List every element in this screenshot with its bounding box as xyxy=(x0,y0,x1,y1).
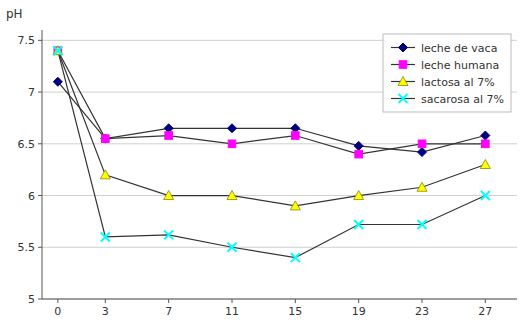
series-marker xyxy=(417,182,427,191)
legend-label: leche de vaca xyxy=(421,42,497,55)
x-tick-label: 15 xyxy=(288,305,302,318)
series-marker xyxy=(100,170,110,179)
y-tick xyxy=(38,299,42,300)
series-marker xyxy=(53,46,62,55)
series-marker xyxy=(228,243,237,252)
x-tick xyxy=(232,299,233,303)
x-tick xyxy=(485,299,486,303)
x-tick xyxy=(105,299,106,303)
legend-marker xyxy=(399,61,407,69)
series-marker xyxy=(165,132,173,140)
series-marker xyxy=(101,232,110,241)
y-tick xyxy=(38,40,42,41)
y-tick xyxy=(38,195,42,196)
legend-label: leche humana xyxy=(421,59,499,72)
y-axis-line xyxy=(42,30,43,299)
series-marker xyxy=(418,140,426,148)
y-tick-label: 5 xyxy=(28,293,35,306)
legend-label: sacarosa al 7% xyxy=(421,93,504,106)
series-marker xyxy=(228,140,236,148)
x-tick-label: 23 xyxy=(415,305,429,318)
y-tick-label: 7.5 xyxy=(18,34,36,47)
x-tick xyxy=(422,299,423,303)
legend-marker xyxy=(399,94,408,103)
series-marker xyxy=(53,77,62,86)
grid-line xyxy=(42,299,517,300)
x-tick-label: 7 xyxy=(165,305,172,318)
axes: 5 5.5 6 6.5 7 7.5 0 3 7 11 15 19 23 27 xyxy=(18,30,518,318)
x-tick-label: 19 xyxy=(352,305,366,318)
series-marker xyxy=(102,135,110,143)
series-marker xyxy=(292,132,300,140)
x-tick-label: 0 xyxy=(54,305,61,318)
chart: 5 5.5 6 6.5 7 7.5 0 3 7 11 15 19 23 27 pH leche de vaca… xyxy=(0,0,529,325)
series-marker xyxy=(481,191,490,200)
grid-line xyxy=(42,247,517,248)
y-tick-label: 6.5 xyxy=(18,138,36,151)
x-tick xyxy=(168,299,169,303)
series-marker xyxy=(53,46,63,55)
y-tick-label: 5.5 xyxy=(18,241,36,254)
x-tick xyxy=(358,299,359,303)
legend: leche de vaca leche humana lactosa al 7% sa… xyxy=(383,34,511,112)
series-marker xyxy=(418,220,427,229)
y-tick-label: 6 xyxy=(28,190,35,203)
series-marker xyxy=(227,191,237,200)
series-marker xyxy=(481,131,490,140)
series-marker xyxy=(164,230,173,239)
grid xyxy=(42,40,517,299)
series-marker xyxy=(418,148,427,157)
legend-label: lactosa al 7% xyxy=(421,76,495,89)
x-tick xyxy=(295,299,296,303)
y-tick xyxy=(38,92,42,93)
y-axis-label: pH xyxy=(6,7,23,21)
chart-container: 5 5.5 6 6.5 7 7.5 0 3 7 11 15 19 23 27 pH leche de vaca… xyxy=(0,0,529,325)
series-marker xyxy=(290,201,300,210)
series-marker xyxy=(228,124,237,133)
series-marker xyxy=(291,253,300,262)
series-marker xyxy=(354,141,363,150)
x-tick-label: 11 xyxy=(225,305,239,318)
series-marker xyxy=(480,160,490,169)
series-marker xyxy=(355,150,363,158)
legend-box xyxy=(383,34,511,112)
x-tick-label: 3 xyxy=(102,305,109,318)
grid-line xyxy=(42,195,517,196)
series-marker xyxy=(101,134,110,143)
x-tick-label: 27 xyxy=(478,305,492,318)
series-marker xyxy=(164,191,174,200)
y-tick-label: 7 xyxy=(28,86,35,99)
y-tick xyxy=(38,143,42,144)
legend-marker xyxy=(399,43,408,52)
legend-marker xyxy=(398,77,408,86)
series-marker xyxy=(354,220,363,229)
x-axis-line xyxy=(42,299,517,300)
x-tick xyxy=(57,299,58,303)
series-marker xyxy=(482,140,490,148)
series-marker xyxy=(354,191,364,200)
y-tick xyxy=(38,247,42,248)
